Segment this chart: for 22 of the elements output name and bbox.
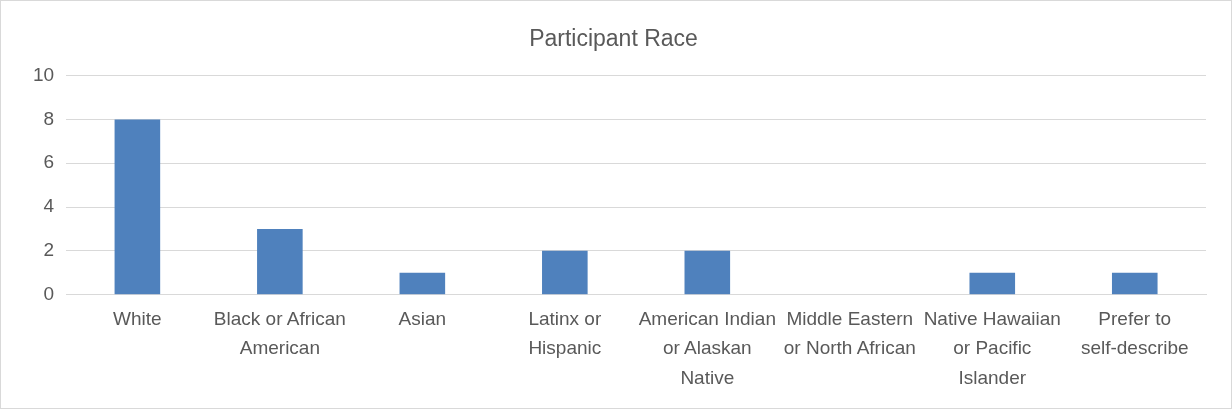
bar bbox=[257, 228, 303, 295]
x-tick-label: Native Hawaiian or Pacific Islander bbox=[923, 307, 1061, 388]
bar bbox=[1111, 272, 1158, 295]
chart-title: Participant Race bbox=[529, 25, 698, 52]
bar bbox=[399, 272, 446, 295]
y-tick-label: 10 bbox=[32, 63, 55, 85]
x-tick-label: Asian bbox=[398, 307, 447, 329]
x-tick-label: White bbox=[113, 307, 162, 329]
x-tick-label: Black or African American bbox=[213, 307, 346, 359]
bar bbox=[542, 250, 588, 295]
y-tick-label: 8 bbox=[43, 107, 55, 129]
x-tick-label: Latinx or Hispanic bbox=[528, 307, 602, 359]
bar bbox=[969, 272, 1016, 295]
x-tick-label: Middle Eastern or North African bbox=[783, 307, 916, 359]
bar bbox=[684, 250, 731, 295]
x-tick-label: American Indian or Alaskan Native bbox=[638, 307, 776, 388]
bar bbox=[114, 119, 161, 295]
y-tick-label: 4 bbox=[43, 195, 55, 217]
y-tick-label: 6 bbox=[43, 151, 55, 173]
x-tick-label: Prefer to self-describe bbox=[1080, 307, 1189, 359]
y-tick-label: 2 bbox=[43, 239, 55, 261]
y-tick-label: 0 bbox=[43, 282, 55, 304]
